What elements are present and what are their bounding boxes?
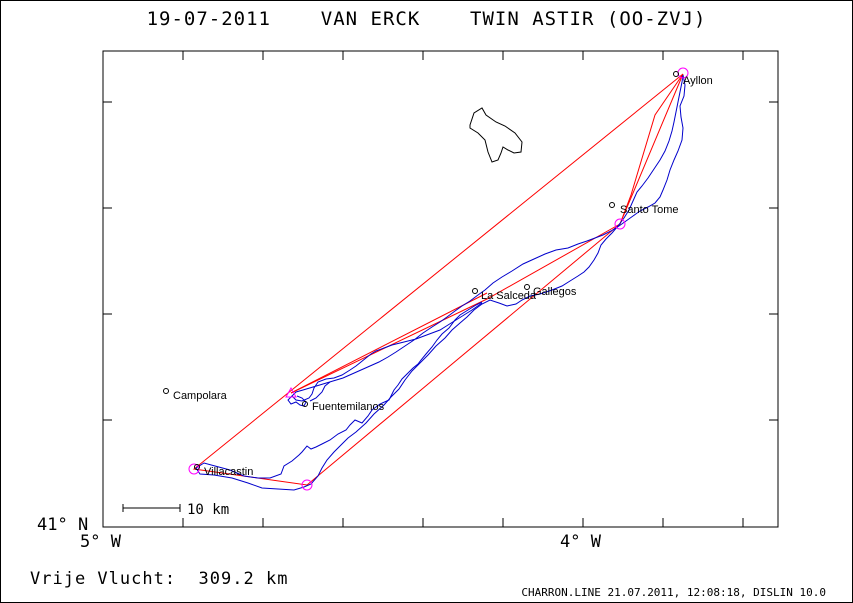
plot-frame xyxy=(102,50,779,528)
place-marker xyxy=(609,202,615,208)
place-marker xyxy=(673,71,679,77)
lon-label-4w: 4° W xyxy=(560,532,601,552)
turnpoint-circle xyxy=(301,479,313,491)
lat-label: 41° N xyxy=(37,515,89,535)
pilot-name: VAN ERCK xyxy=(320,8,421,30)
place-label-fuentemilanos: Fuentemilanos xyxy=(312,401,385,413)
distance-label: Vrije Vlucht: xyxy=(30,569,177,589)
start-triangle xyxy=(285,386,297,398)
place-marker xyxy=(472,288,478,294)
flight-title: 19-07-2011 VAN ERCK TWIN ASTIR (OO-ZVJ) xyxy=(0,8,853,30)
place-label-gallegos: Gallegos xyxy=(533,286,577,298)
distance-value: 309.2 km xyxy=(198,569,289,589)
place-label-santo-tome: Santo Tome xyxy=(620,204,679,216)
place-marker xyxy=(163,388,169,394)
scale-bar-label: 10 km xyxy=(187,502,229,518)
flight-date: 19-07-2011 xyxy=(146,8,271,30)
turnpoint-circle xyxy=(614,218,626,230)
place-marker xyxy=(302,401,308,407)
footer-credit: CHARRON.LINE 21.07.2011, 12:08:18, DISLI… xyxy=(521,586,826,599)
place-labels: Ayllon Santo Tome Gallegos La Salceda Ca… xyxy=(173,75,713,478)
flight-track xyxy=(195,74,686,491)
reservoir-outline xyxy=(469,107,523,163)
lon-label-5w: 5° W xyxy=(80,532,121,552)
place-label-villacastin: Villacastin xyxy=(204,466,253,478)
place-marker xyxy=(194,464,200,470)
scale-bar xyxy=(122,504,181,512)
place-label-ayllon: Ayllon xyxy=(683,75,713,87)
turnpoints xyxy=(188,67,689,491)
place-label-la-salceda: La Salceda xyxy=(481,290,537,302)
tick-marks xyxy=(103,51,778,527)
places xyxy=(163,71,679,470)
place-marker xyxy=(524,284,530,290)
free-flight-distance: Vrije Vlucht: 309.2 km xyxy=(30,569,288,589)
task-lines xyxy=(192,73,684,486)
place-label-campolara: Campolara xyxy=(173,390,228,402)
glider-name: TWIN ASTIR (OO-ZVJ) xyxy=(470,8,707,30)
